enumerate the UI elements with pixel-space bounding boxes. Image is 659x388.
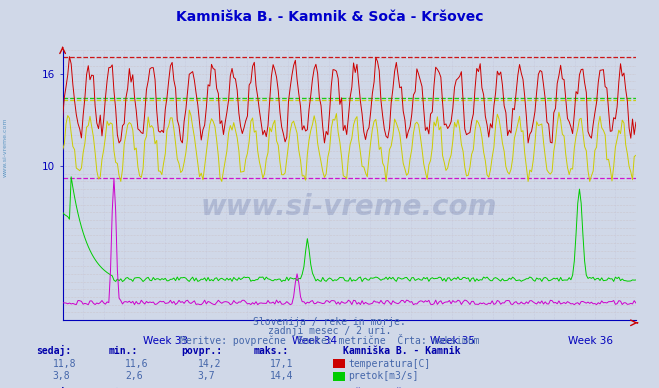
Text: min.:: min.:: [109, 346, 138, 356]
Text: Slovenija / reke in morje.: Slovenija / reke in morje.: [253, 317, 406, 327]
Text: maks.:: maks.:: [254, 346, 289, 356]
Text: 14,2: 14,2: [198, 359, 221, 369]
Text: www.si-vreme.com: www.si-vreme.com: [3, 118, 8, 177]
Text: www.si-vreme.com: www.si-vreme.com: [201, 193, 498, 221]
Text: 3,7: 3,7: [198, 371, 215, 381]
Text: 2,6: 2,6: [125, 371, 143, 381]
Text: Week 35: Week 35: [430, 336, 475, 346]
Text: 11,8: 11,8: [53, 359, 76, 369]
Text: sedaj:: sedaj:: [36, 387, 71, 388]
Text: Week 36: Week 36: [567, 336, 613, 346]
Text: 17,1: 17,1: [270, 359, 294, 369]
Text: Week 34: Week 34: [293, 336, 337, 346]
Text: Kamniška B. - Kamnik & Soča - Kršovec: Kamniška B. - Kamnik & Soča - Kršovec: [176, 10, 483, 24]
Text: Kamniška B. - Kamnik: Kamniška B. - Kamnik: [343, 346, 460, 356]
Text: pretok[m3/s]: pretok[m3/s]: [348, 371, 418, 381]
Text: 3,8: 3,8: [53, 371, 71, 381]
Text: Week 33: Week 33: [143, 336, 188, 346]
Text: sedaj:: sedaj:: [36, 345, 71, 356]
Text: temperatura[C]: temperatura[C]: [348, 359, 430, 369]
Text: Meritve: povprečne  Enote: metrične  Črta: maksimum: Meritve: povprečne Enote: metrične Črta:…: [180, 334, 479, 346]
Text: 11,6: 11,6: [125, 359, 149, 369]
Text: 14,4: 14,4: [270, 371, 294, 381]
Text: zadnji mesec / 2 uri.: zadnji mesec / 2 uri.: [268, 326, 391, 336]
Text: povpr.:: povpr.:: [181, 346, 222, 356]
